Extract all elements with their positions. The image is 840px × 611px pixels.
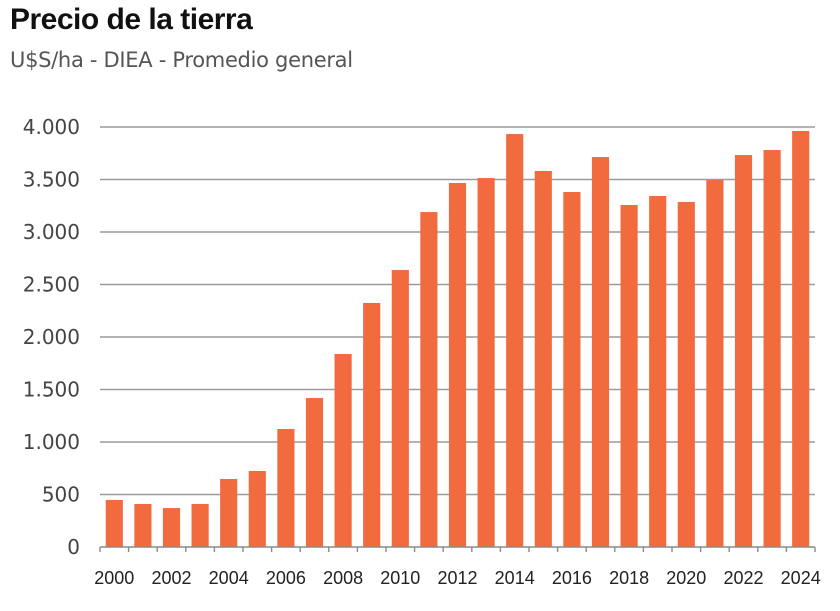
chart-title: Precio de la tierra xyxy=(10,3,253,36)
x-tick-label: 2024 xyxy=(781,568,821,588)
y-tick-label: 0 xyxy=(67,535,80,559)
y-tick-label: 1.000 xyxy=(23,430,80,454)
x-axis-tick-labels: 2000 2002 2004 2006 2008 2010 2012 2014 2016 2018… xyxy=(94,568,820,588)
bar-2004 xyxy=(220,478,238,547)
bar-2023 xyxy=(763,149,781,547)
bar-2021 xyxy=(706,180,724,547)
x-tick-label: 2002 xyxy=(151,568,191,588)
x-tick-label: 2018 xyxy=(609,568,649,588)
bar-2005 xyxy=(248,470,266,547)
y-tick-label: 2.000 xyxy=(23,325,80,349)
x-tick-label: 2020 xyxy=(666,568,706,588)
bar-2008 xyxy=(334,354,352,547)
x-tick-label: 2016 xyxy=(552,568,592,588)
chart-subtitle: U$S/ha - DIEA - Promedio general xyxy=(10,48,353,72)
bar-2022 xyxy=(734,155,753,547)
bar-2016 xyxy=(563,191,581,547)
x-tick-label: 2022 xyxy=(723,568,763,588)
bar-2017 xyxy=(591,157,610,547)
bar-2013 xyxy=(477,178,495,547)
y-tick-label: 2.500 xyxy=(23,273,80,297)
bar-2024 xyxy=(792,130,810,548)
bar-2018 xyxy=(620,205,638,547)
bars xyxy=(105,130,810,548)
x-tick-label: 2004 xyxy=(209,568,249,588)
x-tick-label: 2000 xyxy=(94,568,134,588)
y-tick-label: 500 xyxy=(42,483,80,507)
bar-2001 xyxy=(134,503,152,547)
bar-2012 xyxy=(448,182,467,547)
bar-2006 xyxy=(277,428,295,547)
bar-2019 xyxy=(649,195,667,548)
bar-2011 xyxy=(420,212,438,548)
bar-2010 xyxy=(391,270,409,547)
x-tick-label: 2006 xyxy=(266,568,306,588)
bar-2020 xyxy=(677,201,695,547)
bar-2002 xyxy=(162,508,181,547)
bar-2003 xyxy=(191,503,209,547)
x-tick-label: 2014 xyxy=(495,568,535,588)
y-tick-label: 4.000 xyxy=(23,115,80,139)
bar-2015 xyxy=(534,170,552,547)
x-tick-label: 2008 xyxy=(323,568,363,588)
x-tick-label: 2010 xyxy=(380,568,420,588)
bar-2000 xyxy=(105,499,123,547)
x-tick-label: 2012 xyxy=(437,568,477,588)
y-tick-label: 1.500 xyxy=(23,378,80,402)
y-axis-ticks: 0 500 1.000 1.500 2.000 2.500 3.000 3.500 4.000 xyxy=(23,115,80,559)
y-tick-label: 3.500 xyxy=(23,168,80,192)
bar-2007 xyxy=(305,398,324,547)
bar-2014 xyxy=(506,134,524,547)
x-axis xyxy=(99,546,816,552)
y-tick-label: 3.000 xyxy=(23,220,80,244)
bar-2009 xyxy=(363,302,381,547)
